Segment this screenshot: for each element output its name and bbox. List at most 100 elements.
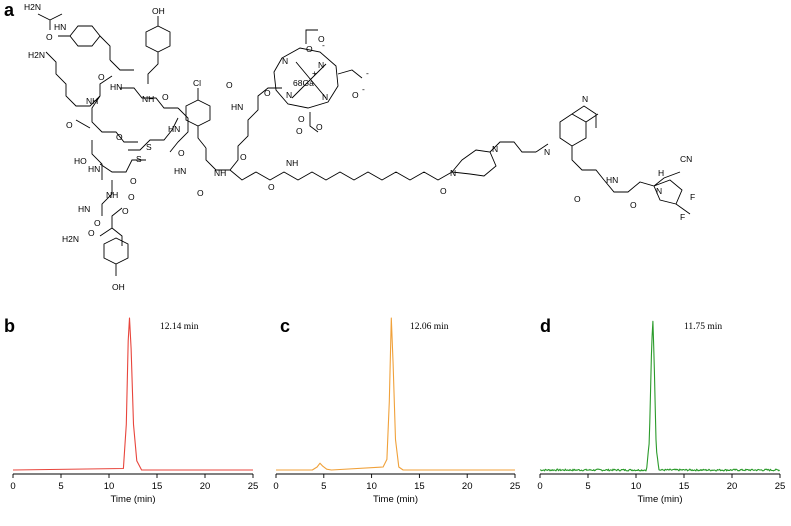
x-tick-label: 25 (248, 481, 259, 492)
x-tick-label: 10 (104, 481, 115, 492)
atom-label: O (630, 200, 637, 210)
atom-label: NH (106, 190, 118, 200)
atom-label: - (362, 84, 365, 94)
atom-label: HN (174, 166, 186, 176)
atom-label: O (197, 188, 204, 198)
x-tick-label: 20 (200, 481, 211, 492)
molecule-labels: H2N O HN OH H2N HN NH O O NH O HN O Cl H… (24, 2, 695, 292)
atom-label: O (128, 192, 135, 202)
atom-label: NH (86, 96, 98, 106)
x-tick-label: 20 (462, 481, 473, 492)
x-tick-label: 25 (775, 481, 786, 492)
atom-label: N (318, 60, 324, 70)
peak-retention-label: 12.06 min (410, 322, 449, 332)
panel-letter-a: a (4, 0, 15, 20)
x-tick-label: 15 (152, 481, 163, 492)
atom-label: H (658, 168, 664, 178)
atom-label: O (296, 126, 303, 136)
x-axis-title: Time (min) (373, 494, 418, 505)
atom-label: HN (88, 164, 100, 174)
atom-label: NH (214, 168, 226, 178)
chromatogram-trace (12, 317, 253, 471)
atom-label: H2N (62, 234, 79, 244)
atom-label: NH (286, 158, 298, 168)
atom-label: H2N (24, 2, 41, 12)
atom-label: F (690, 192, 695, 202)
atom-label: O (352, 90, 359, 100)
x-tick-label: 0 (273, 481, 278, 492)
atom-label: OH (152, 6, 165, 16)
atom-label: O (46, 32, 53, 42)
atom-label: O (66, 120, 73, 130)
x-tick-label: 5 (58, 481, 63, 492)
atom-label: CN (680, 154, 692, 164)
atom-label: HN (231, 102, 243, 112)
atom-label: O (162, 92, 169, 102)
chromatogram-d: 0 5 10 15 20 25 Time (min) 11.75 min (537, 320, 786, 505)
atom-label: + (312, 68, 317, 78)
chromatogram-b: 0 5 10 15 20 25 Time (min) 12.14 min (10, 317, 259, 505)
x-tick-label: 10 (366, 481, 377, 492)
atom-label: O (316, 122, 323, 132)
atom-label: O (318, 34, 325, 44)
peak-retention-label: 12.14 min (160, 322, 199, 332)
x-tick-label: 5 (321, 481, 326, 492)
atom-label: Cl (193, 78, 201, 88)
atom-label: S (146, 142, 152, 152)
atom-label: O (88, 228, 95, 238)
atom-label: S (136, 154, 142, 164)
atom-label: N (322, 92, 328, 102)
atom-label: F (680, 212, 685, 222)
atom-label: O (440, 186, 447, 196)
atom-label: O (116, 132, 123, 142)
atom-label: O (298, 114, 305, 124)
atom-label: HN (168, 124, 180, 134)
atom-label: N (582, 94, 588, 104)
x-axis-title: Time (min) (110, 494, 155, 505)
atom-label: HN (606, 175, 618, 185)
peak-retention-label: 11.75 min (684, 322, 722, 332)
x-tick-label: 0 (10, 481, 15, 492)
chromatogram-trace (276, 317, 515, 471)
x-tick-label: 15 (679, 481, 690, 492)
x-tick-label: 25 (510, 481, 521, 492)
atom-label: HN (54, 22, 66, 32)
chromatogram-c: 0 5 10 15 20 25 Time (min) 12.06 min (273, 317, 521, 505)
atom-label: O (240, 152, 247, 162)
atom-label: N (282, 56, 288, 66)
x-tick-label: 20 (727, 481, 738, 492)
atom-label: O (98, 72, 105, 82)
x-tick-label: 15 (414, 481, 425, 492)
panel-letter-c: c (280, 316, 290, 336)
atom-label: O (130, 176, 137, 186)
atom-label: OH (112, 282, 125, 292)
x-axis-title: Time (min) (637, 494, 682, 505)
molecule-bonds (37, 13, 691, 276)
ga-label: 68Ga (293, 78, 314, 88)
panel-letter-d: d (540, 316, 551, 336)
atom-label: O (306, 44, 313, 54)
atom-label: O (226, 80, 233, 90)
atom-label: O (268, 182, 275, 192)
atom-label: - (366, 68, 369, 78)
atom-label: HN (78, 204, 90, 214)
atom-label: NH (142, 94, 154, 104)
atom-label: N (492, 144, 498, 154)
x-tick-label: 10 (631, 481, 642, 492)
atom-label: O (94, 218, 101, 228)
panel-letter-b: b (4, 316, 15, 336)
atom-label: O (122, 206, 129, 216)
atom-label: H2N (28, 50, 45, 60)
chromatogram-trace (539, 320, 780, 472)
atom-label: N (656, 186, 662, 196)
atom-label: HN (110, 82, 122, 92)
atom-label: O (574, 194, 581, 204)
atom-label: - (322, 40, 325, 50)
atom-label: HO (74, 156, 87, 166)
atom-label: O (264, 88, 271, 98)
structure-panel-a: a (4, 0, 695, 292)
x-tick-label: 5 (585, 481, 590, 492)
x-tick-label: 0 (537, 481, 542, 492)
atom-label: O (178, 148, 185, 158)
